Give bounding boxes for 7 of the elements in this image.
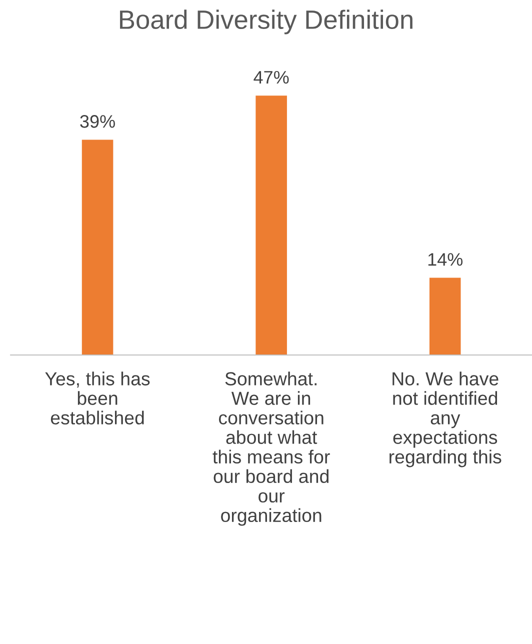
data-label: 39% xyxy=(80,115,115,128)
data-label: 14% xyxy=(428,253,463,266)
x-tick-label: Yes, this has been established xyxy=(45,372,150,424)
chart-title: Board Diversity Definition xyxy=(120,10,412,34)
x-tick-label: Somewhat. We are in conversation about what this means for our board and our organization xyxy=(212,372,330,526)
x-tick-label: No. We have not identified any expectations regarding this xyxy=(390,372,502,468)
data-label: 47% xyxy=(254,70,289,84)
